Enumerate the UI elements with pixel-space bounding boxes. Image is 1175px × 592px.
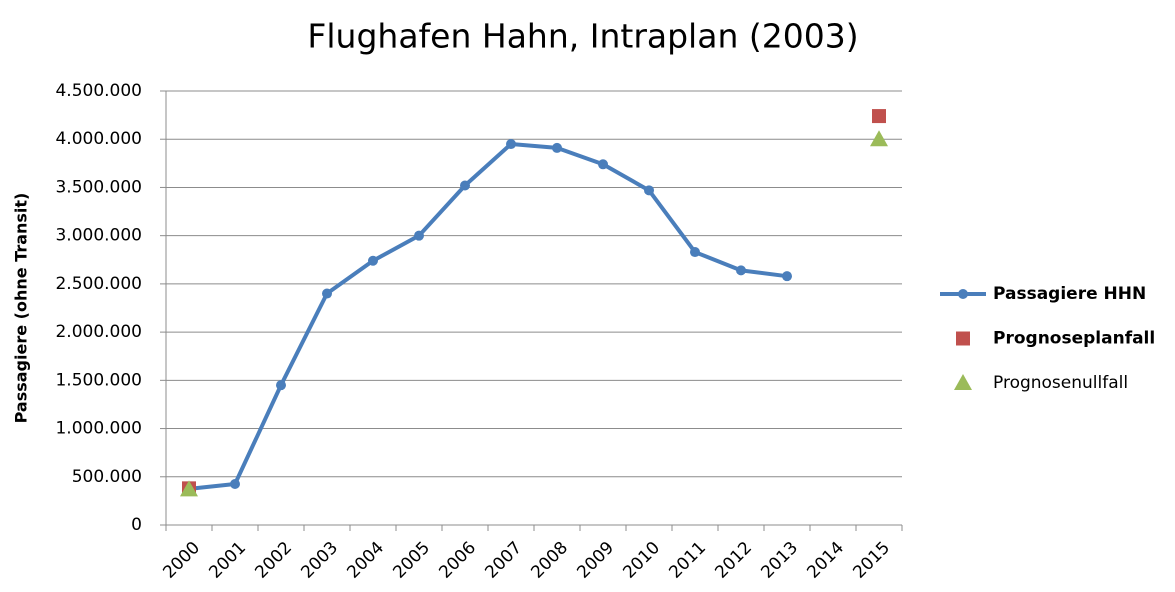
y-tick-label: 4.000.000 [55, 129, 142, 149]
series-line [188, 142, 788, 491]
marker [414, 230, 424, 241]
marker [460, 180, 470, 191]
x-tick-label: 2006 [435, 538, 480, 583]
marker [506, 139, 516, 150]
y-tick-label: 2.500.000 [55, 274, 142, 294]
y-tick-label: 3.000.000 [55, 226, 142, 246]
marker [872, 109, 886, 124]
x-tick-label: 2002 [251, 538, 296, 583]
marker [690, 247, 700, 258]
x-tick-label: 2001 [205, 538, 250, 583]
x-tick-label: 2004 [343, 538, 388, 583]
marker [598, 159, 608, 170]
marker [276, 380, 286, 391]
legend-label: Prognoseplanfall [993, 329, 1155, 349]
y-axis-label: Passagiere (ohne Transit) [12, 193, 31, 424]
legend-marker [956, 331, 970, 346]
x-tick-label: 2005 [389, 538, 434, 583]
y-tick-label: 1.000.000 [55, 419, 142, 439]
marker [870, 130, 888, 147]
y-tick-label: 500.000 [72, 467, 142, 487]
legend-marker [954, 374, 972, 390]
marker [552, 142, 562, 153]
y-tick-label: 0 [131, 515, 142, 535]
x-tick-label: 2010 [619, 538, 664, 583]
x-tick-label: 2009 [573, 538, 618, 583]
x-tick-label: 2013 [757, 538, 802, 583]
chart-title: Flughafen Hahn, Intraplan (2003) [307, 17, 858, 56]
x-tick-label: 2008 [527, 538, 572, 583]
x-tick-label: 2012 [711, 538, 756, 583]
x-tick-label: 2014 [803, 538, 848, 583]
x-tick-label: 2003 [297, 538, 342, 583]
marker [180, 480, 198, 497]
legend-label: Prognosenullfall [993, 373, 1128, 393]
x-tick-label: 2015 [849, 538, 894, 583]
legend-label: Passagiere HHN [993, 284, 1146, 304]
marker [644, 185, 654, 196]
marker [322, 288, 332, 299]
marker [782, 271, 792, 282]
marker [230, 479, 240, 490]
y-tick-label: 1.500.000 [55, 370, 142, 390]
y-tick-label: 3.500.000 [55, 177, 142, 197]
x-tick-label: 2011 [665, 538, 710, 583]
y-tick-label: 2.000.000 [55, 322, 142, 342]
x-tick-label: 2000 [159, 538, 204, 583]
marker [368, 255, 378, 266]
legend-marker [958, 289, 968, 299]
marker [736, 265, 746, 276]
x-tick-label: 2007 [481, 538, 526, 583]
y-tick-label: 4.500.000 [55, 81, 142, 101]
